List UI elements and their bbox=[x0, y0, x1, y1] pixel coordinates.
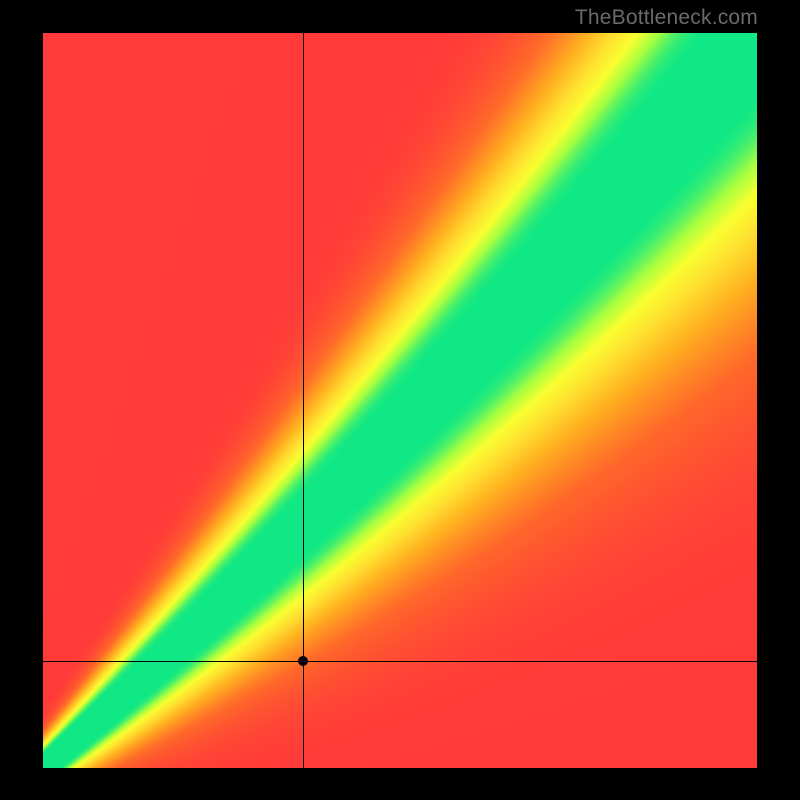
heatmap-plot bbox=[43, 33, 757, 768]
crosshair-horizontal bbox=[43, 661, 757, 662]
watermark-text: TheBottleneck.com bbox=[575, 6, 758, 30]
heatmap-canvas bbox=[43, 33, 757, 768]
marker-dot bbox=[298, 656, 308, 666]
